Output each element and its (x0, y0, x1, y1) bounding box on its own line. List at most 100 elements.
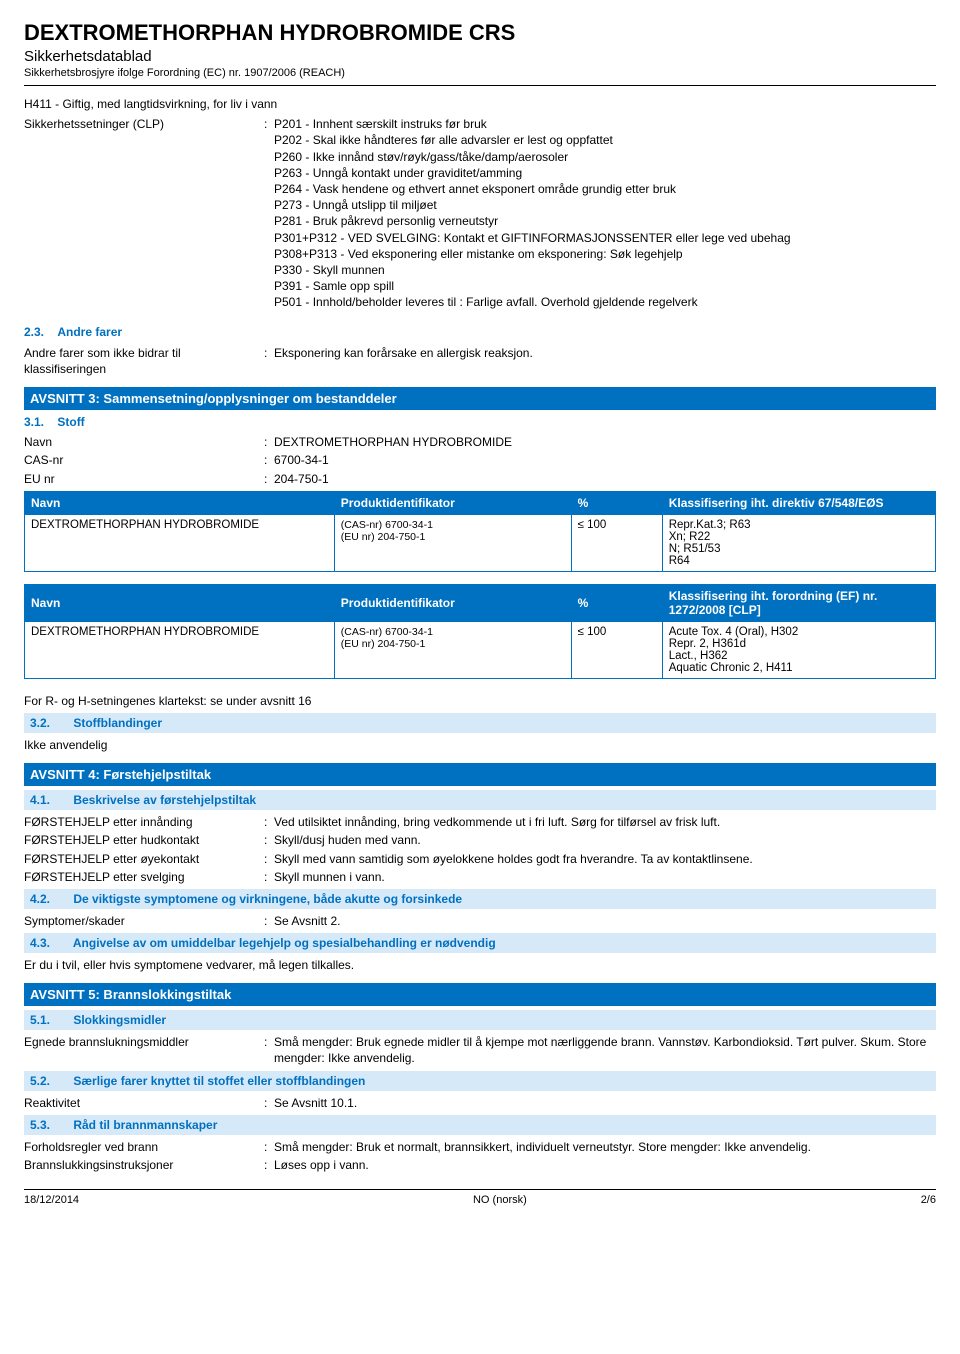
footer-lang: NO (norsk) (473, 1194, 527, 1206)
sec53-title: Råd til brannmannskaper (73, 1118, 217, 1132)
t2-r1c2: (CAS-nr) 6700-34-1 (EU nr) 204-750-1 (334, 621, 571, 678)
sec31-num: 3.1. (24, 415, 44, 429)
navn-value: DEXTROMETHORPHAN HYDROBROMIDE (274, 434, 936, 450)
sec52-heading: 5.2. Særlige farer knyttet til stoffet e… (24, 1071, 936, 1091)
eu-row: EU nr : 204-750-1 (24, 471, 936, 487)
colon: : (264, 1095, 274, 1111)
sec43-heading: 4.3. Angivelse av om umiddelbar legehjel… (24, 933, 936, 953)
instr-label: Brannslukkingsinstruksjoner (24, 1157, 264, 1173)
fh-inhale-row: FØRSTEHJELP etter innånding : Ved utilsi… (24, 814, 936, 830)
document-title: DEXTROMETHORPHAN HYDROBROMIDE CRS (24, 20, 936, 46)
react-label: Reaktivitet (24, 1095, 264, 1111)
t2-r1c2-cas: (CAS-nr) 6700-34-1 (341, 626, 433, 638)
sec32-title: Stoffblandinger (73, 716, 162, 730)
sec52-num: 5.2. (30, 1074, 70, 1088)
sec53-heading: 5.3. Råd til brannmannskaper (24, 1115, 936, 1135)
eu-label: EU nr (24, 471, 264, 487)
sec42-heading: 4.2. De viktigste symptomene og virkning… (24, 889, 936, 909)
fh-skin-row: FØRSTEHJELP etter hudkontakt : Skyll/dus… (24, 832, 936, 848)
sec43-text: Er du i tvil, eller hvis symptomene vedv… (24, 957, 936, 973)
ext-label: Egnede brannslukningsmiddler (24, 1034, 264, 1066)
sec32-num: 3.2. (30, 716, 70, 730)
composition-table-1: Navn Produktidentifikator % Klassifiseri… (24, 491, 936, 572)
sec32-text: Ikke anvendelig (24, 737, 936, 753)
fh-skin-value: Skyll/dusj huden med vann. (274, 832, 936, 848)
t1-h1: Navn (25, 491, 335, 514)
symptoms-row: Symptomer/skader : Se Avsnitt 2. (24, 913, 936, 929)
fh-swallow-label: FØRSTEHJELP etter svelging (24, 869, 264, 885)
precaution-row: Forholdsregler ved brann : Små mengder: … (24, 1139, 936, 1155)
colon: : (264, 869, 274, 885)
document-regulation: Sikkerhetsbrosjyre ifolge Forordning (EC… (24, 67, 936, 79)
precaution-label: Forholdsregler ved brann (24, 1139, 264, 1155)
table-row: DEXTROMETHORPHAN HYDROBROMIDE (CAS-nr) 6… (25, 621, 936, 678)
colon: : (264, 1034, 274, 1066)
table-row: DEXTROMETHORPHAN HYDROBROMIDE (CAS-nr) 6… (25, 514, 936, 571)
symptoms-value: Se Avsnitt 2. (274, 913, 936, 929)
t2-r1c3: ≤ 100 (571, 621, 662, 678)
instr-value: Løses opp i vann. (274, 1157, 936, 1173)
sec43-title: Angivelse av om umiddelbar legehjelp og … (73, 936, 496, 950)
fh-skin-label: FØRSTEHJELP etter hudkontakt (24, 832, 264, 848)
symptoms-label: Symptomer/skader (24, 913, 264, 929)
sec52-title: Særlige farer knyttet til stoffet eller … (73, 1074, 365, 1088)
react-row: Reaktivitet : Se Avsnitt 10.1. (24, 1095, 936, 1111)
colon: : (264, 434, 274, 450)
sec41-num: 4.1. (30, 793, 70, 807)
sec31-title: Stoff (57, 415, 84, 429)
sec42-num: 4.2. (30, 892, 70, 906)
document-subtitle: Sikkerhetsdatablad (24, 48, 936, 65)
ext-value: Små mengder: Bruk egnede midler til å kj… (274, 1034, 936, 1066)
other-hazards-label: Andre farer som ikke bidrar til klassifi… (24, 345, 264, 377)
fh-eye-value: Skyll med vann samtidig som øyelokkene h… (274, 851, 936, 867)
cas-value: 6700-34-1 (274, 452, 936, 468)
eu-value: 204-750-1 (274, 471, 936, 487)
table-header-row: Navn Produktidentifikator % Klassifiseri… (25, 491, 936, 514)
t1-h3: % (571, 491, 662, 514)
colon: : (264, 1139, 274, 1155)
t2-h3: % (571, 584, 662, 621)
t1-h4: Klassifisering iht. direktiv 67/548/EØS (662, 491, 935, 514)
cas-row: CAS-nr : 6700-34-1 (24, 452, 936, 468)
rh-note: For R- og H-setningenes klartekst: se un… (24, 693, 936, 709)
fh-inhale-label: FØRSTEHJELP etter innånding (24, 814, 264, 830)
t1-r1c1: DEXTROMETHORPHAN HYDROBROMIDE (25, 514, 335, 571)
document-header: DEXTROMETHORPHAN HYDROBROMIDE CRS Sikker… (24, 20, 936, 86)
navn-label: Navn (24, 434, 264, 450)
t2-r1c2-eu: (EU nr) 204-750-1 (341, 638, 426, 650)
colon: : (264, 116, 274, 310)
composition-table-2: Navn Produktidentifikator % Klassifiseri… (24, 584, 936, 679)
page-footer: 18/12/2014 NO (norsk) 2/6 (24, 1189, 936, 1206)
ext-row: Egnede brannslukningsmiddler : Små mengd… (24, 1034, 936, 1066)
t1-h2: Produktidentifikator (334, 491, 571, 514)
sec51-heading: 5.1. Slokkingsmidler (24, 1010, 936, 1030)
section5-bar: AVSNITT 5: Brannslokkingstiltak (24, 983, 936, 1006)
table-header-row: Navn Produktidentifikator % Klassifiseri… (25, 584, 936, 621)
t2-r1c1: DEXTROMETHORPHAN HYDROBROMIDE (25, 621, 335, 678)
other-hazards-value: Eksponering kan forårsake en allergisk r… (274, 345, 936, 377)
colon: : (264, 851, 274, 867)
colon: : (264, 452, 274, 468)
sec42-title: De viktigste symptomene og virkningene, … (73, 892, 462, 906)
sec31-heading: 3.1. Stoff (24, 414, 936, 430)
sec43-num: 4.3. (30, 936, 70, 950)
fh-eye-label: FØRSTEHJELP etter øyekontakt (24, 851, 264, 867)
t1-r1c3: ≤ 100 (571, 514, 662, 571)
colon: : (264, 345, 274, 377)
cas-label: CAS-nr (24, 452, 264, 468)
fh-swallow-value: Skyll munnen i vann. (274, 869, 936, 885)
sec41-heading: 4.1. Beskrivelse av førstehjelpstiltak (24, 790, 936, 810)
sec51-title: Slokkingsmidler (73, 1013, 166, 1027)
other-hazards-row: Andre farer som ikke bidrar til klassifi… (24, 345, 936, 377)
h411-text: H411 - Giftig, med langtidsvirkning, for… (24, 96, 936, 112)
footer-date: 18/12/2014 (24, 1194, 79, 1206)
sec51-num: 5.1. (30, 1013, 70, 1027)
sec23-num: 2.3. (24, 325, 44, 339)
sec53-num: 5.3. (30, 1118, 70, 1132)
fh-inhale-value: Ved utilsiktet innånding, bring vedkomme… (274, 814, 936, 830)
clp-value: P201 - Innhent særskilt instruks før bru… (274, 116, 936, 310)
react-value: Se Avsnitt 10.1. (274, 1095, 936, 1111)
colon: : (264, 814, 274, 830)
colon: : (264, 471, 274, 487)
sec23-heading: 2.3. Andre farer (24, 324, 936, 340)
